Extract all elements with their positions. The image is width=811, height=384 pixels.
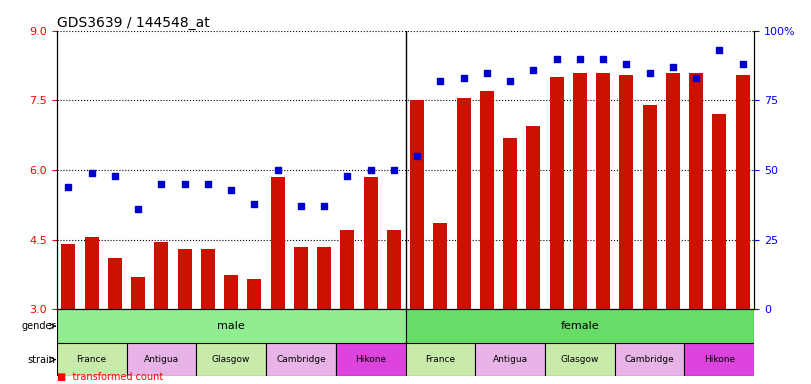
Point — [85, 170, 98, 176]
Bar — [131, 277, 145, 310]
Text: GDS3639 / 144548_at: GDS3639 / 144548_at — [57, 16, 209, 30]
Bar — [596, 73, 610, 310]
Bar — [642, 105, 657, 310]
Point — [736, 61, 749, 67]
Point — [713, 47, 726, 53]
Bar — [201, 249, 215, 310]
Point — [573, 56, 586, 62]
Bar — [480, 91, 494, 310]
Point — [131, 206, 144, 212]
Bar — [615, 343, 684, 376]
Point — [597, 56, 610, 62]
Point — [667, 64, 680, 70]
Point — [318, 203, 331, 209]
Bar — [62, 244, 75, 310]
Bar — [127, 343, 196, 376]
Bar — [317, 247, 331, 310]
Bar — [387, 230, 401, 310]
Bar — [406, 343, 475, 376]
Text: Glasgow: Glasgow — [560, 355, 599, 364]
Bar — [457, 98, 470, 310]
Bar — [271, 177, 285, 310]
Bar — [341, 230, 354, 310]
Bar — [154, 242, 169, 310]
Point — [341, 172, 354, 179]
Bar — [224, 275, 238, 310]
Point — [155, 181, 168, 187]
Text: France: France — [425, 355, 456, 364]
Bar — [363, 177, 378, 310]
Bar — [712, 114, 727, 310]
Bar — [433, 223, 448, 310]
Text: gender: gender — [21, 321, 56, 331]
Bar — [196, 343, 266, 376]
Bar — [620, 75, 633, 310]
Text: Antigua: Antigua — [144, 355, 179, 364]
Text: Cambridge: Cambridge — [276, 355, 326, 364]
Bar — [108, 258, 122, 310]
Bar — [550, 77, 564, 310]
Text: Hikone: Hikone — [355, 355, 386, 364]
Bar — [666, 73, 680, 310]
Point — [527, 67, 540, 73]
Bar — [410, 100, 424, 310]
Bar — [736, 75, 749, 310]
Point — [480, 70, 493, 76]
Point — [225, 187, 238, 193]
Point — [457, 75, 470, 81]
Bar — [336, 343, 406, 376]
Point — [689, 75, 702, 81]
Bar — [406, 310, 754, 343]
Bar — [294, 247, 308, 310]
Bar — [178, 249, 191, 310]
Text: Glasgow: Glasgow — [212, 355, 251, 364]
Bar — [545, 343, 615, 376]
Point — [504, 78, 517, 84]
Text: male: male — [217, 321, 245, 331]
Point — [62, 184, 75, 190]
Point — [550, 56, 563, 62]
Bar — [503, 137, 517, 310]
Point — [643, 70, 656, 76]
Bar — [57, 343, 127, 376]
Text: female: female — [560, 321, 599, 331]
Text: France: France — [76, 355, 107, 364]
Point — [434, 78, 447, 84]
Bar — [247, 279, 261, 310]
Bar — [689, 73, 703, 310]
Point — [178, 181, 191, 187]
Text: ■  transformed count: ■ transformed count — [57, 372, 163, 382]
Point — [201, 181, 214, 187]
Bar — [475, 343, 545, 376]
Text: Hikone: Hikone — [704, 355, 735, 364]
Bar — [266, 343, 336, 376]
Bar — [57, 310, 406, 343]
Point — [620, 61, 633, 67]
Point — [388, 167, 401, 173]
Bar — [684, 343, 754, 376]
Point — [294, 203, 307, 209]
Point — [410, 153, 423, 159]
Point — [271, 167, 284, 173]
Point — [248, 200, 261, 207]
Bar — [84, 237, 99, 310]
Point — [109, 172, 122, 179]
Text: Cambridge: Cambridge — [624, 355, 675, 364]
Bar — [526, 126, 540, 310]
Bar — [573, 73, 587, 310]
Text: strain: strain — [28, 354, 56, 364]
Text: Antigua: Antigua — [492, 355, 528, 364]
Point — [364, 167, 377, 173]
